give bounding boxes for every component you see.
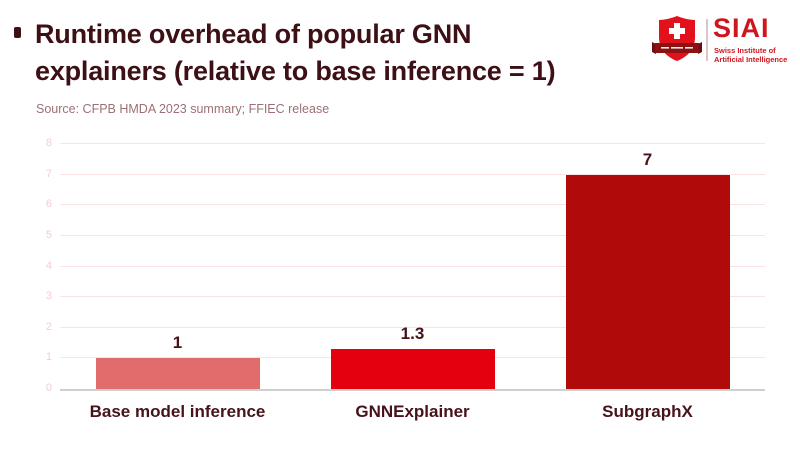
bar	[330, 349, 495, 389]
page-title-line1: Runtime overhead of popular GNN	[35, 19, 472, 49]
y-axis-tick-label: 1	[45, 351, 52, 364]
page-title-line2: explainers (relative to base inference =…	[35, 56, 556, 86]
bar-value-label: 1	[172, 333, 183, 353]
page-title: Runtime overhead of popular GNN explaine…	[35, 16, 695, 90]
x-axis-category-label: SubgraphX	[602, 402, 693, 421]
y-axis-tick-label: 0	[45, 382, 52, 394]
y-axis-tick-label: 2	[45, 320, 52, 333]
bar-value-label: 7	[642, 149, 653, 169]
y-axis-tick-label: 4	[45, 259, 52, 272]
x-axis-category-label: Base model inference	[89, 402, 266, 421]
title-accent-mark	[14, 27, 21, 38]
x-axis-category-label: GNNExplainer	[355, 402, 470, 421]
logo-acronym: SIAI	[713, 13, 770, 43]
logo-subtitle-line2: Artificial Intelligence	[714, 55, 788, 64]
y-axis-tick-label: 8	[45, 137, 52, 149]
bar	[95, 358, 260, 389]
logo-divider	[706, 19, 708, 61]
y-axis-tick-label: 7	[45, 167, 52, 180]
logo-subtitle-line1: Swiss Institute of	[714, 46, 776, 55]
plot-area: 1 Base model inference 1.3 GNNExplainer 7 Sub…	[60, 143, 765, 421]
bar	[565, 174, 730, 389]
gridline	[60, 265, 765, 267]
y-axis-tick-label: 3	[45, 290, 52, 303]
logo-subtitle: Swiss Institute of Artificial Intelligen…	[714, 46, 787, 64]
y-axis: 0 1 2 3 4 5 6 7 8	[28, 137, 52, 394]
gridline	[60, 234, 765, 236]
swiss-shield-icon	[652, 16, 702, 61]
gridline	[60, 204, 765, 206]
gridline	[60, 143, 765, 144]
y-axis-tick-label: 5	[45, 228, 52, 241]
source-note: Source: CFPB HMDA 2023 summary; FFIEC re…	[36, 102, 330, 116]
siai-logo: SIAI Swiss Institute of Artificial Intel…	[650, 13, 792, 65]
y-axis-tick-label: 6	[45, 198, 52, 211]
gridline	[60, 326, 765, 328]
bar-value-label: 1.3	[400, 324, 425, 344]
gridline	[60, 173, 765, 175]
gridline	[60, 296, 765, 298]
